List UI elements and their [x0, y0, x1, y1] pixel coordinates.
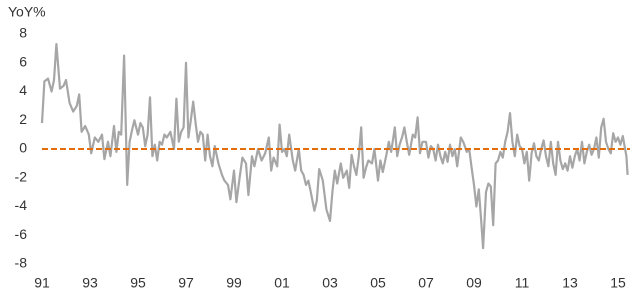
x-tick-label: 11	[515, 275, 530, 291]
data-line	[40, 43, 629, 250]
x-tick-label: 09	[466, 275, 482, 291]
y-tick-label: -4	[15, 197, 28, 213]
x-tick-label: 07	[418, 275, 434, 291]
y-tick-label: 6	[19, 53, 27, 69]
x-tick-label: 91	[34, 275, 50, 291]
y-tick-label: 2	[19, 111, 27, 127]
x-tick-label: 03	[322, 275, 338, 291]
x-tick-label: 97	[178, 275, 194, 291]
y-tick-label: 4	[19, 82, 27, 98]
x-tick-label: 99	[226, 275, 242, 291]
x-tick-label: 15	[610, 275, 626, 291]
y-tick-label: 8	[19, 25, 27, 41]
x-tick-label: 13	[562, 275, 578, 291]
y-tick-label: -6	[15, 226, 28, 242]
y-tick-label: -2	[15, 168, 28, 184]
x-tick-label: 01	[274, 275, 290, 291]
x-tick-label: 05	[370, 275, 386, 291]
x-tick-label: 95	[130, 275, 146, 291]
x-tick-label: 93	[82, 275, 98, 291]
y-tick-label: 0	[19, 140, 27, 156]
y-tick-label: -8	[15, 255, 28, 271]
y-axis-label: YoY%	[8, 4, 46, 20]
